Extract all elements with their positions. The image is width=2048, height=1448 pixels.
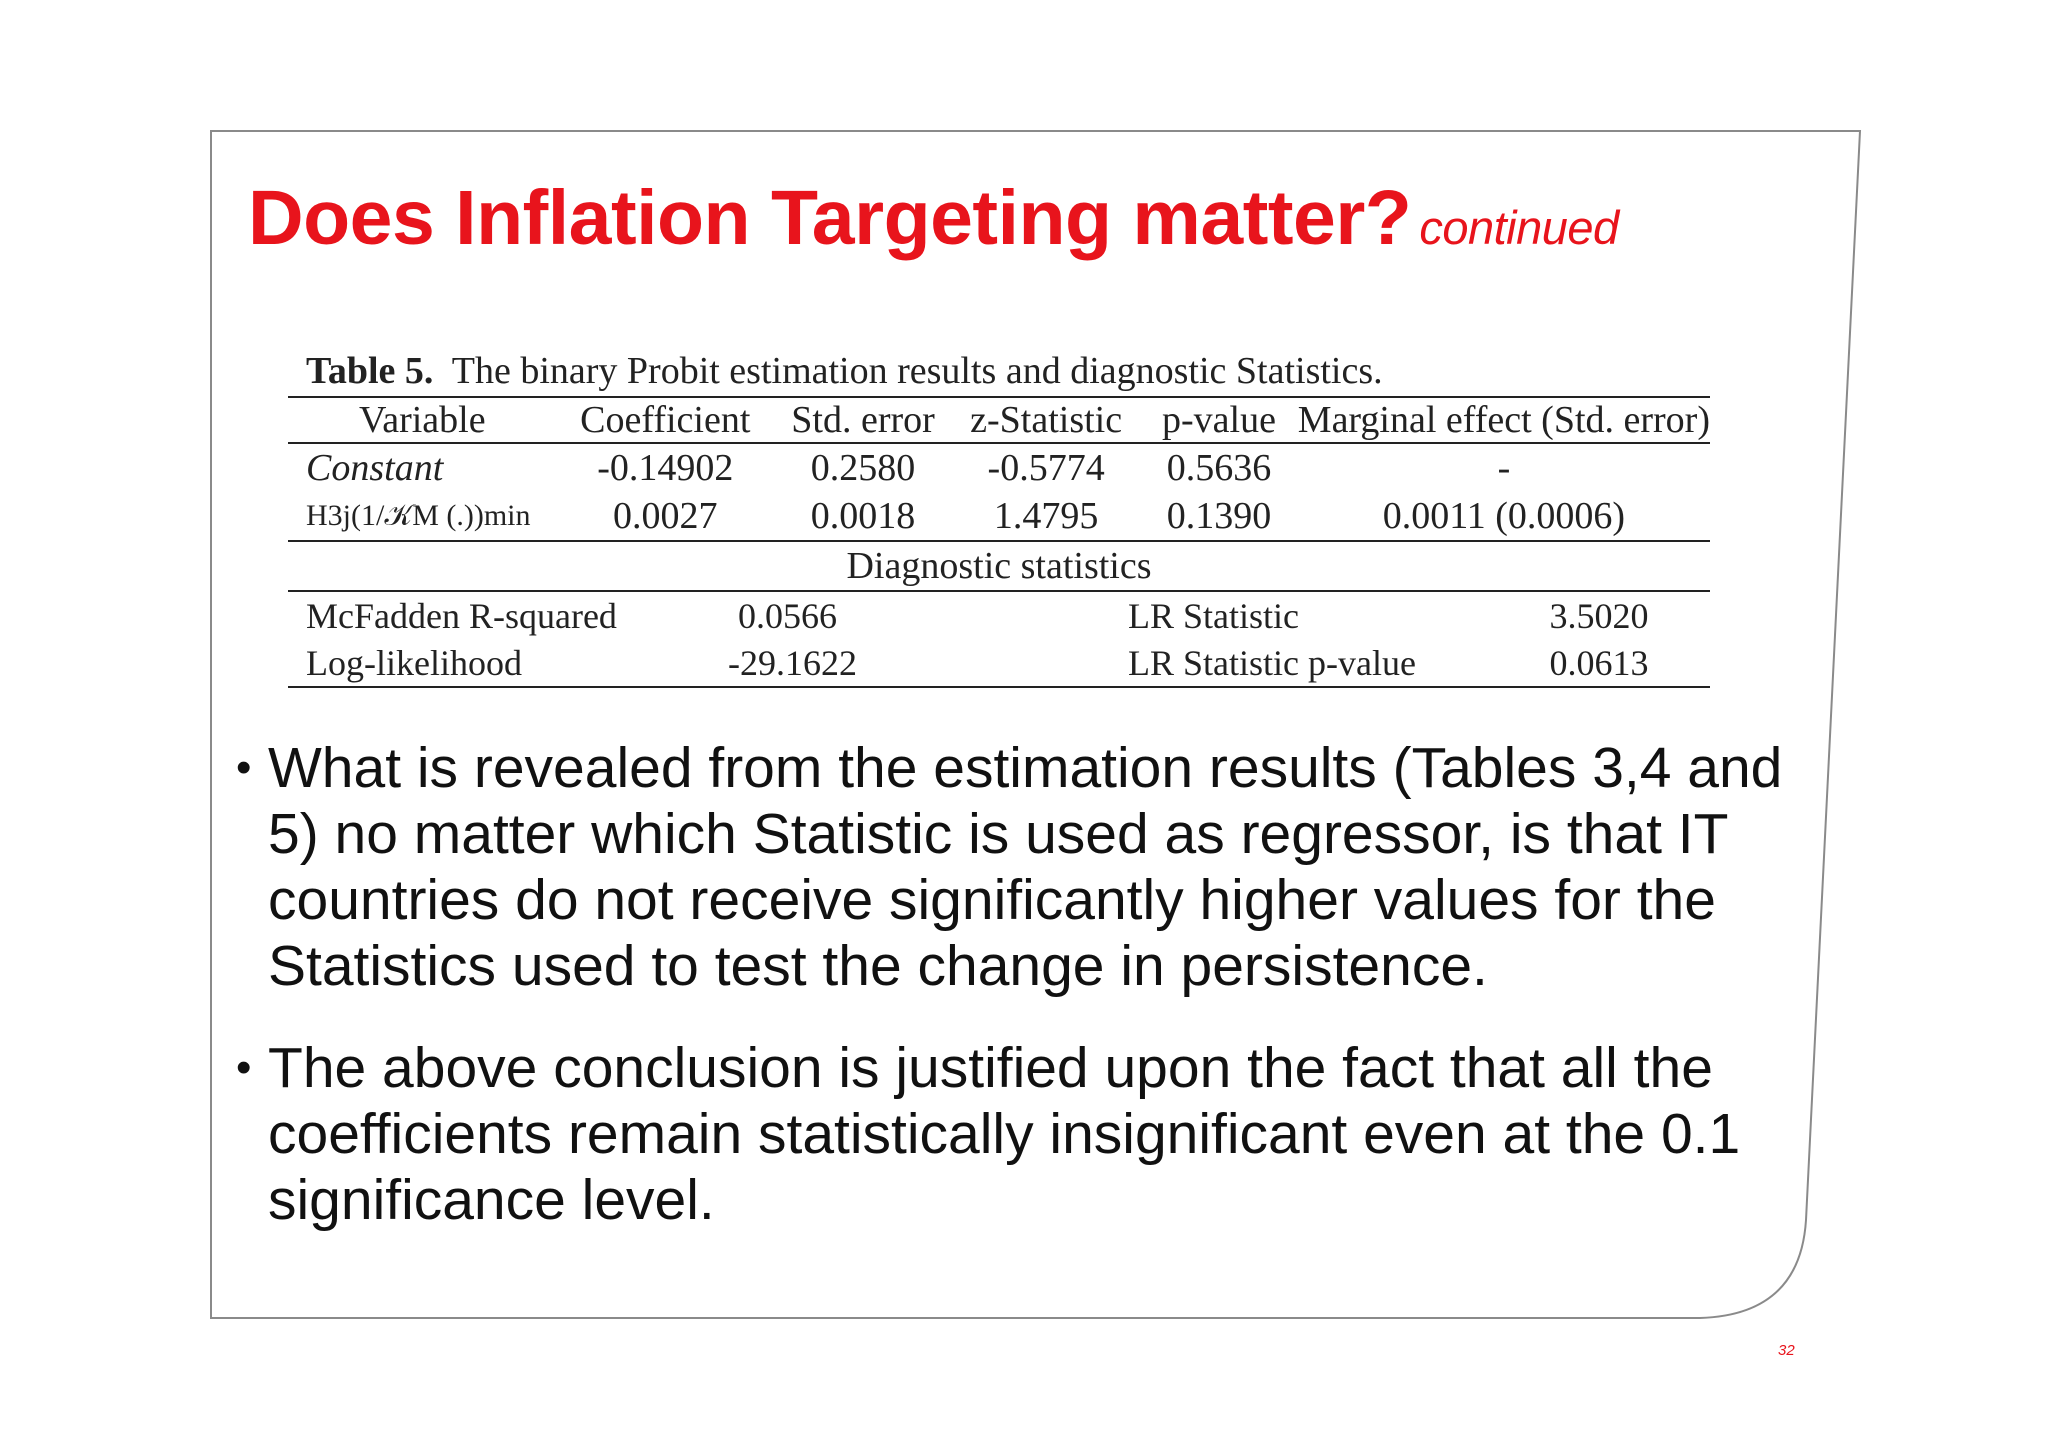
row-marginal-effect: - xyxy=(1497,447,1511,489)
col-header: z-Statistic xyxy=(952,396,1141,444)
diagnostic-table: McFadden R-squared 0.0566 LR Statistic 3… xyxy=(288,592,1710,688)
bullet-dot-icon: • xyxy=(236,1043,252,1092)
col-header: Std. error xyxy=(774,396,953,444)
diag-value-2: 0.0613 xyxy=(1488,639,1710,688)
diag-value-2: 3.5020 xyxy=(1549,595,1649,636)
table-caption-label: Table 5. xyxy=(306,350,434,392)
table-header-row: Variable Coefficient Std. error z-Statis… xyxy=(288,396,1710,444)
bullet-item: • What is revealed from the estimation r… xyxy=(236,735,1796,999)
col-header: Variable xyxy=(288,396,557,444)
diag-label-2: LR Statistic p-value xyxy=(1128,639,1488,688)
diagnostic-title: Diagnostic statistics xyxy=(288,542,1710,592)
row-coefficient: -0.14902 xyxy=(597,447,734,489)
diagnostic-row: McFadden R-squared 0.0566 LR Statistic 3… xyxy=(288,592,1710,639)
estimation-table: Table 5. The binary Probit estimation re… xyxy=(288,346,1710,688)
col-header: p-value xyxy=(1140,396,1298,444)
row-marginal-effect: 0.0011 (0.0006) xyxy=(1297,492,1710,542)
row-variable: Constant xyxy=(306,447,444,489)
diag-label-2: LR Statistic xyxy=(1128,595,1299,636)
diag-label: McFadden R-squared xyxy=(306,595,617,636)
bullet-dot-icon: • xyxy=(236,743,252,792)
title-main: Does Inflation Targeting matter? xyxy=(248,175,1412,261)
bullet-list: • What is revealed from the estimation r… xyxy=(236,735,1796,1269)
diag-label: Log-likelihood xyxy=(288,639,708,688)
probit-results-table: Variable Coefficient Std. error z-Statis… xyxy=(288,396,1710,542)
bullet-text: The above conclusion is justified upon t… xyxy=(268,1036,1741,1232)
row-p-value: 0.5636 xyxy=(1166,447,1272,489)
table-caption-text: The binary Probit estimation results and… xyxy=(451,350,1383,392)
table-row: Constant -0.14902 0.2580 -0.5774 0.5636 … xyxy=(288,443,1710,492)
title-suffix: continued xyxy=(1419,201,1619,254)
row-p-value: 0.1390 xyxy=(1140,492,1298,542)
row-coefficient: 0.0027 xyxy=(556,492,774,542)
bullet-item: • The above conclusion is justified upon… xyxy=(236,1035,1796,1233)
col-header-pvalue: p-value xyxy=(1161,399,1276,441)
row-variable: H3j(1/𝒦M (.))min xyxy=(288,492,557,542)
diag-value: 0.0566 xyxy=(738,595,837,636)
diag-value: -29.1622 xyxy=(708,639,1128,688)
diagnostic-row: Log-likelihood -29.1622 LR Statistic p-v… xyxy=(288,639,1710,688)
table-caption: Table 5. The binary Probit estimation re… xyxy=(288,346,1710,396)
slide-title: Does Inflation Targeting matter? continue… xyxy=(248,180,1619,257)
row-z-statistic: -0.5774 xyxy=(987,447,1105,489)
col-header: Coefficient xyxy=(556,396,774,444)
table-row: H3j(1/𝒦M (.))min 0.0027 0.0018 1.4795 0.… xyxy=(288,492,1710,542)
row-z-statistic: 1.4795 xyxy=(952,492,1141,542)
row-std-error: 0.0018 xyxy=(774,492,953,542)
page-number: 32 xyxy=(1778,1342,1795,1359)
bullet-text: What is revealed from the estimation res… xyxy=(268,736,1783,998)
row-std-error: 0.2580 xyxy=(810,447,916,489)
col-header: Marginal effect (Std. error) xyxy=(1297,396,1710,444)
